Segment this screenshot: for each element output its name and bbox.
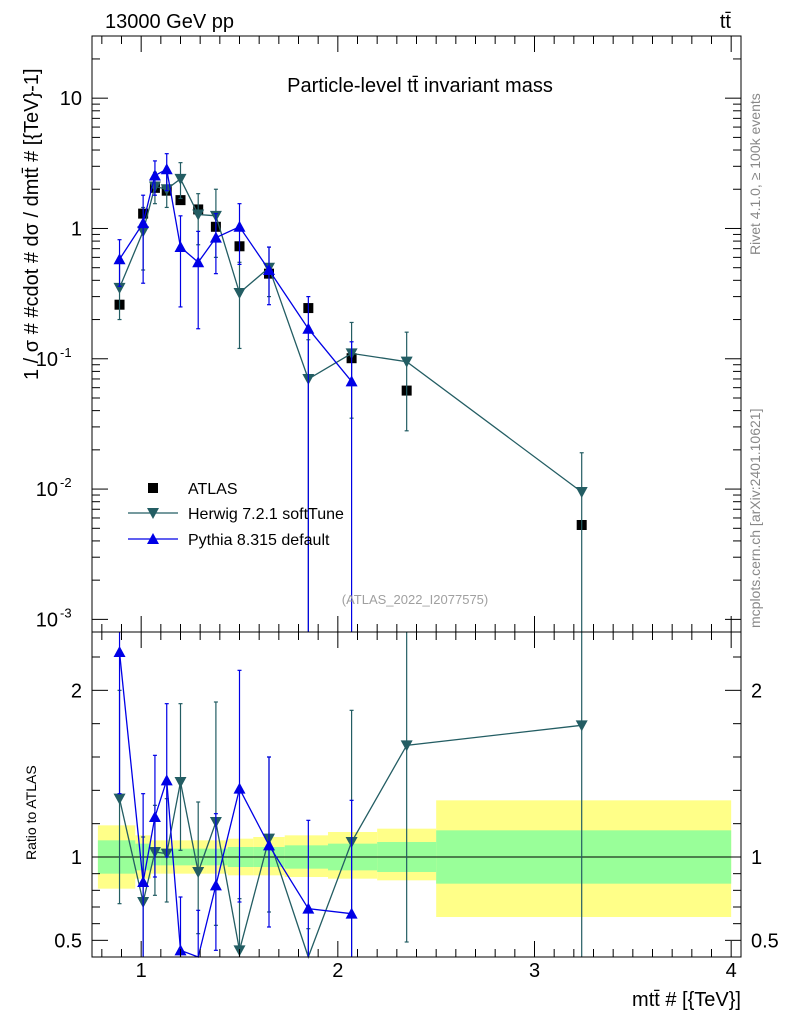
data-point-herwig-7-2-1-softtune [233, 287, 246, 299]
series-line-herwig-7-2-1-softtune [118, 177, 583, 493]
data-point-pythia-8-315-default [148, 169, 161, 181]
data-point-pythia-8-315-default [233, 220, 246, 232]
data-point-pythia-8-315-default [345, 375, 358, 387]
legend-marker-pythia-8-315-default [147, 533, 159, 544]
x-tick-label: 1 [136, 960, 147, 982]
data-point-herwig-7-2-1-softtune [575, 486, 588, 498]
data-point-atlas [175, 195, 186, 206]
ratio-y-tick-label-left: 1 [71, 847, 82, 869]
ratio-y-tick-label-right: 1 [751, 847, 762, 869]
ratio-point-pythia-8-315-default [113, 646, 126, 657]
ratio-line-pythia-8-315-default [118, 651, 352, 958]
legend-label-atlas: ATLAS [188, 481, 238, 498]
data-point-pythia-8-315-default [174, 241, 187, 253]
y-tick-label-exponent: -2 [60, 475, 72, 490]
ratio-point-pythia-8-315-default [233, 782, 246, 794]
ratio-point-pythia-8-315-default [160, 774, 173, 786]
ratio-point-pythia-8-315-default [209, 879, 222, 891]
y-tick-label: 10 [36, 349, 58, 371]
data-point-pythia-8-315-default [209, 231, 222, 243]
ratio-point-pythia-8-315-default [148, 811, 161, 822]
ratio-plot-ticks: 0.5 0.5 1 1 2 2 1 2 3 4 [54, 632, 779, 982]
data-point-pythia-8-315-default [137, 217, 150, 229]
data-point-herwig-7-2-1-softtune [174, 173, 187, 185]
ratio-plot-marks [92, 632, 741, 959]
main-plot-marks [113, 153, 588, 632]
ratio-point-pythia-8-315-default [263, 839, 275, 851]
ratio-point-pythia-8-315-default [302, 902, 315, 914]
mcplots-label: mcplots.cern.ch [arXiv:2401.10621] [747, 409, 763, 628]
rivet-version-label: Rivet 4.1.0, ≥ 100k events [747, 93, 763, 255]
ratio-point-herwig-7-2-1-softtune [192, 867, 205, 878]
ratio-point-herwig-7-2-1-softtune [575, 720, 588, 732]
ratio-point-herwig-7-2-1-softtune [174, 777, 187, 788]
ratio-y-tick-label-right: 0.5 [751, 930, 779, 952]
data-point-herwig-7-2-1-softtune [113, 282, 126, 294]
x-axis-label: mtt̄ # [{TeV}] [632, 989, 741, 1011]
ratio-y-tick-label-left: 0.5 [54, 930, 82, 952]
process-label: tt̄ [720, 11, 732, 33]
data-point-pythia-8-315-default [160, 163, 173, 175]
data-point-herwig-7-2-1-softtune [192, 209, 205, 221]
main-y-axis-label: 1 / σ # #cdot # dσ / dmtt̄ # [{TeV}-1] [21, 68, 43, 380]
data-point-pythia-8-315-default [263, 264, 275, 276]
ratio-plot-panel: 0.5 0.5 1 1 2 2 1 2 3 4 Ratio to ATLAS mtt̄ # [{T… [23, 631, 779, 1011]
ratio-point-pythia-8-315-default [137, 876, 150, 887]
ratio-point-herwig-7-2-1-softtune [400, 740, 413, 752]
analysis-tag: (ATLAS_2022_I2077575) [342, 592, 488, 607]
beam-energy-label: 13000 GeV pp [105, 11, 234, 33]
legend-marker-atlas [148, 483, 158, 493]
main-plot-title: Particle-level tt̄ invariant mass [287, 75, 553, 97]
y-tick-label: 1 [71, 218, 82, 240]
y-tick-label: 10 [36, 609, 58, 631]
legend-label-herwig-7-2-1-softtune: Herwig 7.2.1 softTune [188, 506, 344, 523]
data-point-pythia-8-315-default [113, 253, 126, 265]
ratio-point-pythia-8-315-default [345, 907, 358, 919]
y-tick-label-exponent: -3 [60, 605, 72, 620]
x-tick-label: 4 [726, 960, 737, 982]
series-line-pythia-8-315-default [118, 168, 353, 382]
data-point-pythia-8-315-default [192, 256, 205, 268]
data-point-herwig-7-2-1-softtune [400, 356, 413, 368]
legend-marker-herwig-7-2-1-softtune [147, 508, 159, 519]
ratio-point-herwig-7-2-1-softtune [113, 793, 126, 805]
legend-label-pythia-8-315-default: Pythia 8.315 default [188, 532, 330, 549]
x-tick-label: 3 [529, 960, 540, 982]
ratio-y-axis-label: Ratio to ATLAS [23, 765, 39, 860]
y-tick-label-exponent: -1 [60, 345, 72, 360]
y-tick-label: 10 [36, 479, 58, 501]
ratio-y-tick-label-right: 2 [751, 680, 762, 702]
x-tick-label: 2 [332, 960, 343, 982]
ratio-y-tick-label-left: 2 [71, 680, 82, 702]
y-tick-label: 10 [60, 88, 82, 110]
data-point-pythia-8-315-default [302, 322, 315, 334]
legend: ATLAS Herwig 7.2.1 softTune Pythia 8.315 d… [128, 481, 344, 549]
